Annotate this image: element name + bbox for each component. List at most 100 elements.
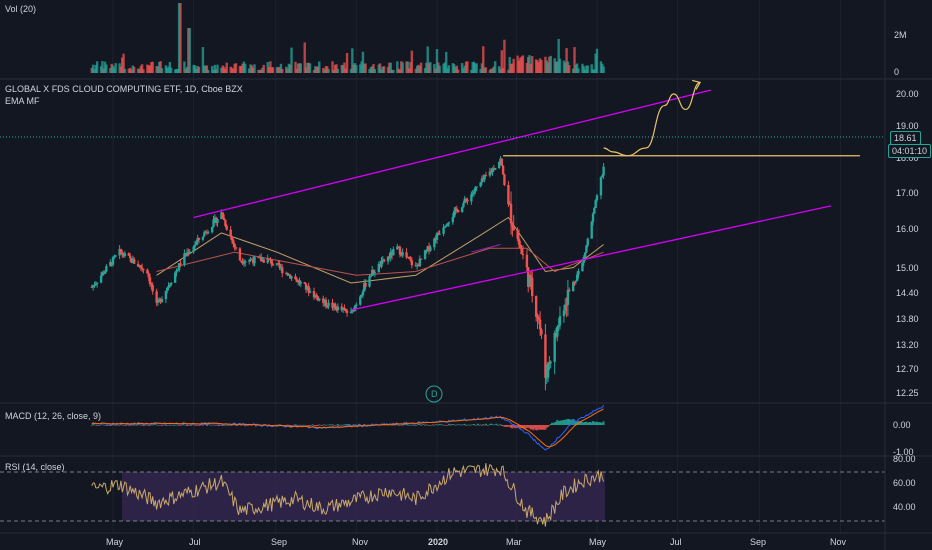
macd-histogram-bar [303, 424, 306, 426]
volume-bar [389, 62, 392, 73]
candle-body [454, 208, 457, 212]
volume-bar [195, 68, 198, 73]
candle-body [401, 252, 404, 256]
volume-bar [113, 67, 116, 73]
volume-bar [213, 64, 217, 73]
volume-bar [335, 64, 338, 73]
volume-bar [558, 58, 562, 73]
candle-body [306, 286, 309, 290]
macd-histogram-bar [384, 425, 387, 426]
macd-histogram-bar [487, 424, 490, 426]
price-axis-label: 20.00 [896, 89, 919, 99]
macd-histogram-bar [102, 424, 105, 426]
macd-histogram-bar [159, 425, 162, 426]
channel-lower-line [350, 205, 832, 311]
price-axis-label: 12.70 [896, 364, 919, 374]
macd-histogram-bar [483, 424, 486, 426]
candle-body [521, 254, 525, 256]
candle-body [601, 175, 604, 178]
macd-histogram-bar [541, 425, 544, 430]
macd-histogram-bar [545, 425, 548, 428]
macd-histogram-bar [147, 425, 150, 426]
candle-body [531, 277, 534, 297]
macd-histogram-bar [227, 425, 230, 426]
volume-bar [351, 48, 354, 73]
volume-bar [460, 63, 464, 73]
macd-histogram-bar [512, 425, 515, 428]
candle-body [184, 253, 187, 256]
volume-bar [111, 65, 115, 73]
volume-bar [455, 65, 459, 73]
candle-body [353, 305, 357, 312]
volume-bar [101, 61, 104, 73]
macd-histogram-bar [213, 425, 216, 426]
macd-histogram-bar [420, 425, 423, 426]
candle-body [91, 285, 95, 287]
candle-body [303, 282, 306, 284]
macd-histogram-bar [511, 425, 514, 429]
volume-bar [554, 61, 558, 73]
macd-histogram-bar [342, 424, 345, 426]
candle-body [397, 246, 400, 248]
volume-bar [462, 68, 465, 73]
volume-bar [105, 64, 108, 73]
volume-bar [146, 64, 149, 73]
volume-bar [340, 64, 343, 73]
volume-bar [512, 58, 515, 73]
volume-bar [380, 69, 383, 73]
volume-bar [119, 66, 123, 73]
trend-channel[interactable] [193, 89, 832, 311]
volume-bar [203, 65, 206, 73]
volume-bar [401, 62, 404, 73]
candle-body [316, 296, 320, 301]
macd-histogram-bar [596, 421, 598, 425]
macd-histogram-bar [589, 421, 592, 425]
candle-body [345, 310, 349, 313]
candle-body [197, 237, 201, 240]
candle-body [548, 362, 551, 364]
volume-bar [132, 66, 136, 73]
dividend-marker[interactable] [425, 385, 443, 403]
price-axis-label: 15.00 [896, 263, 919, 273]
volume-bar [479, 68, 482, 73]
volume-bar [327, 69, 330, 73]
price-axis-label: 19.00 [896, 121, 919, 131]
candle-body [577, 271, 580, 275]
volume-bar [289, 64, 292, 73]
rsi-line [91, 463, 605, 527]
macd-histogram-bar [499, 424, 502, 425]
candle-body [562, 310, 566, 317]
volume-bar [324, 66, 328, 73]
candle-body [151, 285, 154, 292]
volume-bar [222, 66, 226, 73]
volume-bar [91, 64, 95, 73]
candle-body [363, 283, 366, 292]
macd-histogram-bar [465, 425, 468, 426]
volume-bar [537, 62, 541, 73]
candle-body [323, 299, 326, 304]
candle-body [386, 256, 390, 262]
candle-body [193, 244, 197, 247]
volume-bar [546, 62, 550, 73]
volume-bar [290, 47, 293, 73]
candle-body [419, 258, 423, 260]
candle-body [583, 252, 587, 258]
volume-bar [277, 66, 280, 73]
candle-body [483, 175, 486, 180]
projection-path[interactable] [603, 79, 702, 157]
macd-histogram-bar [598, 422, 601, 425]
macd-histogram-bar [186, 425, 189, 426]
volume-bar [136, 68, 140, 73]
volume-bar [296, 63, 300, 73]
macd-histogram-bar [396, 424, 399, 426]
volume-bar [166, 67, 169, 73]
candle-body [179, 263, 182, 266]
volume-bar [287, 63, 291, 73]
candle-body [558, 316, 562, 326]
candle-body [287, 274, 291, 276]
macd-histogram-bar [574, 421, 577, 425]
candle-body [442, 227, 445, 234]
macd-histogram-bar [412, 424, 415, 426]
volume-bar [501, 68, 505, 73]
